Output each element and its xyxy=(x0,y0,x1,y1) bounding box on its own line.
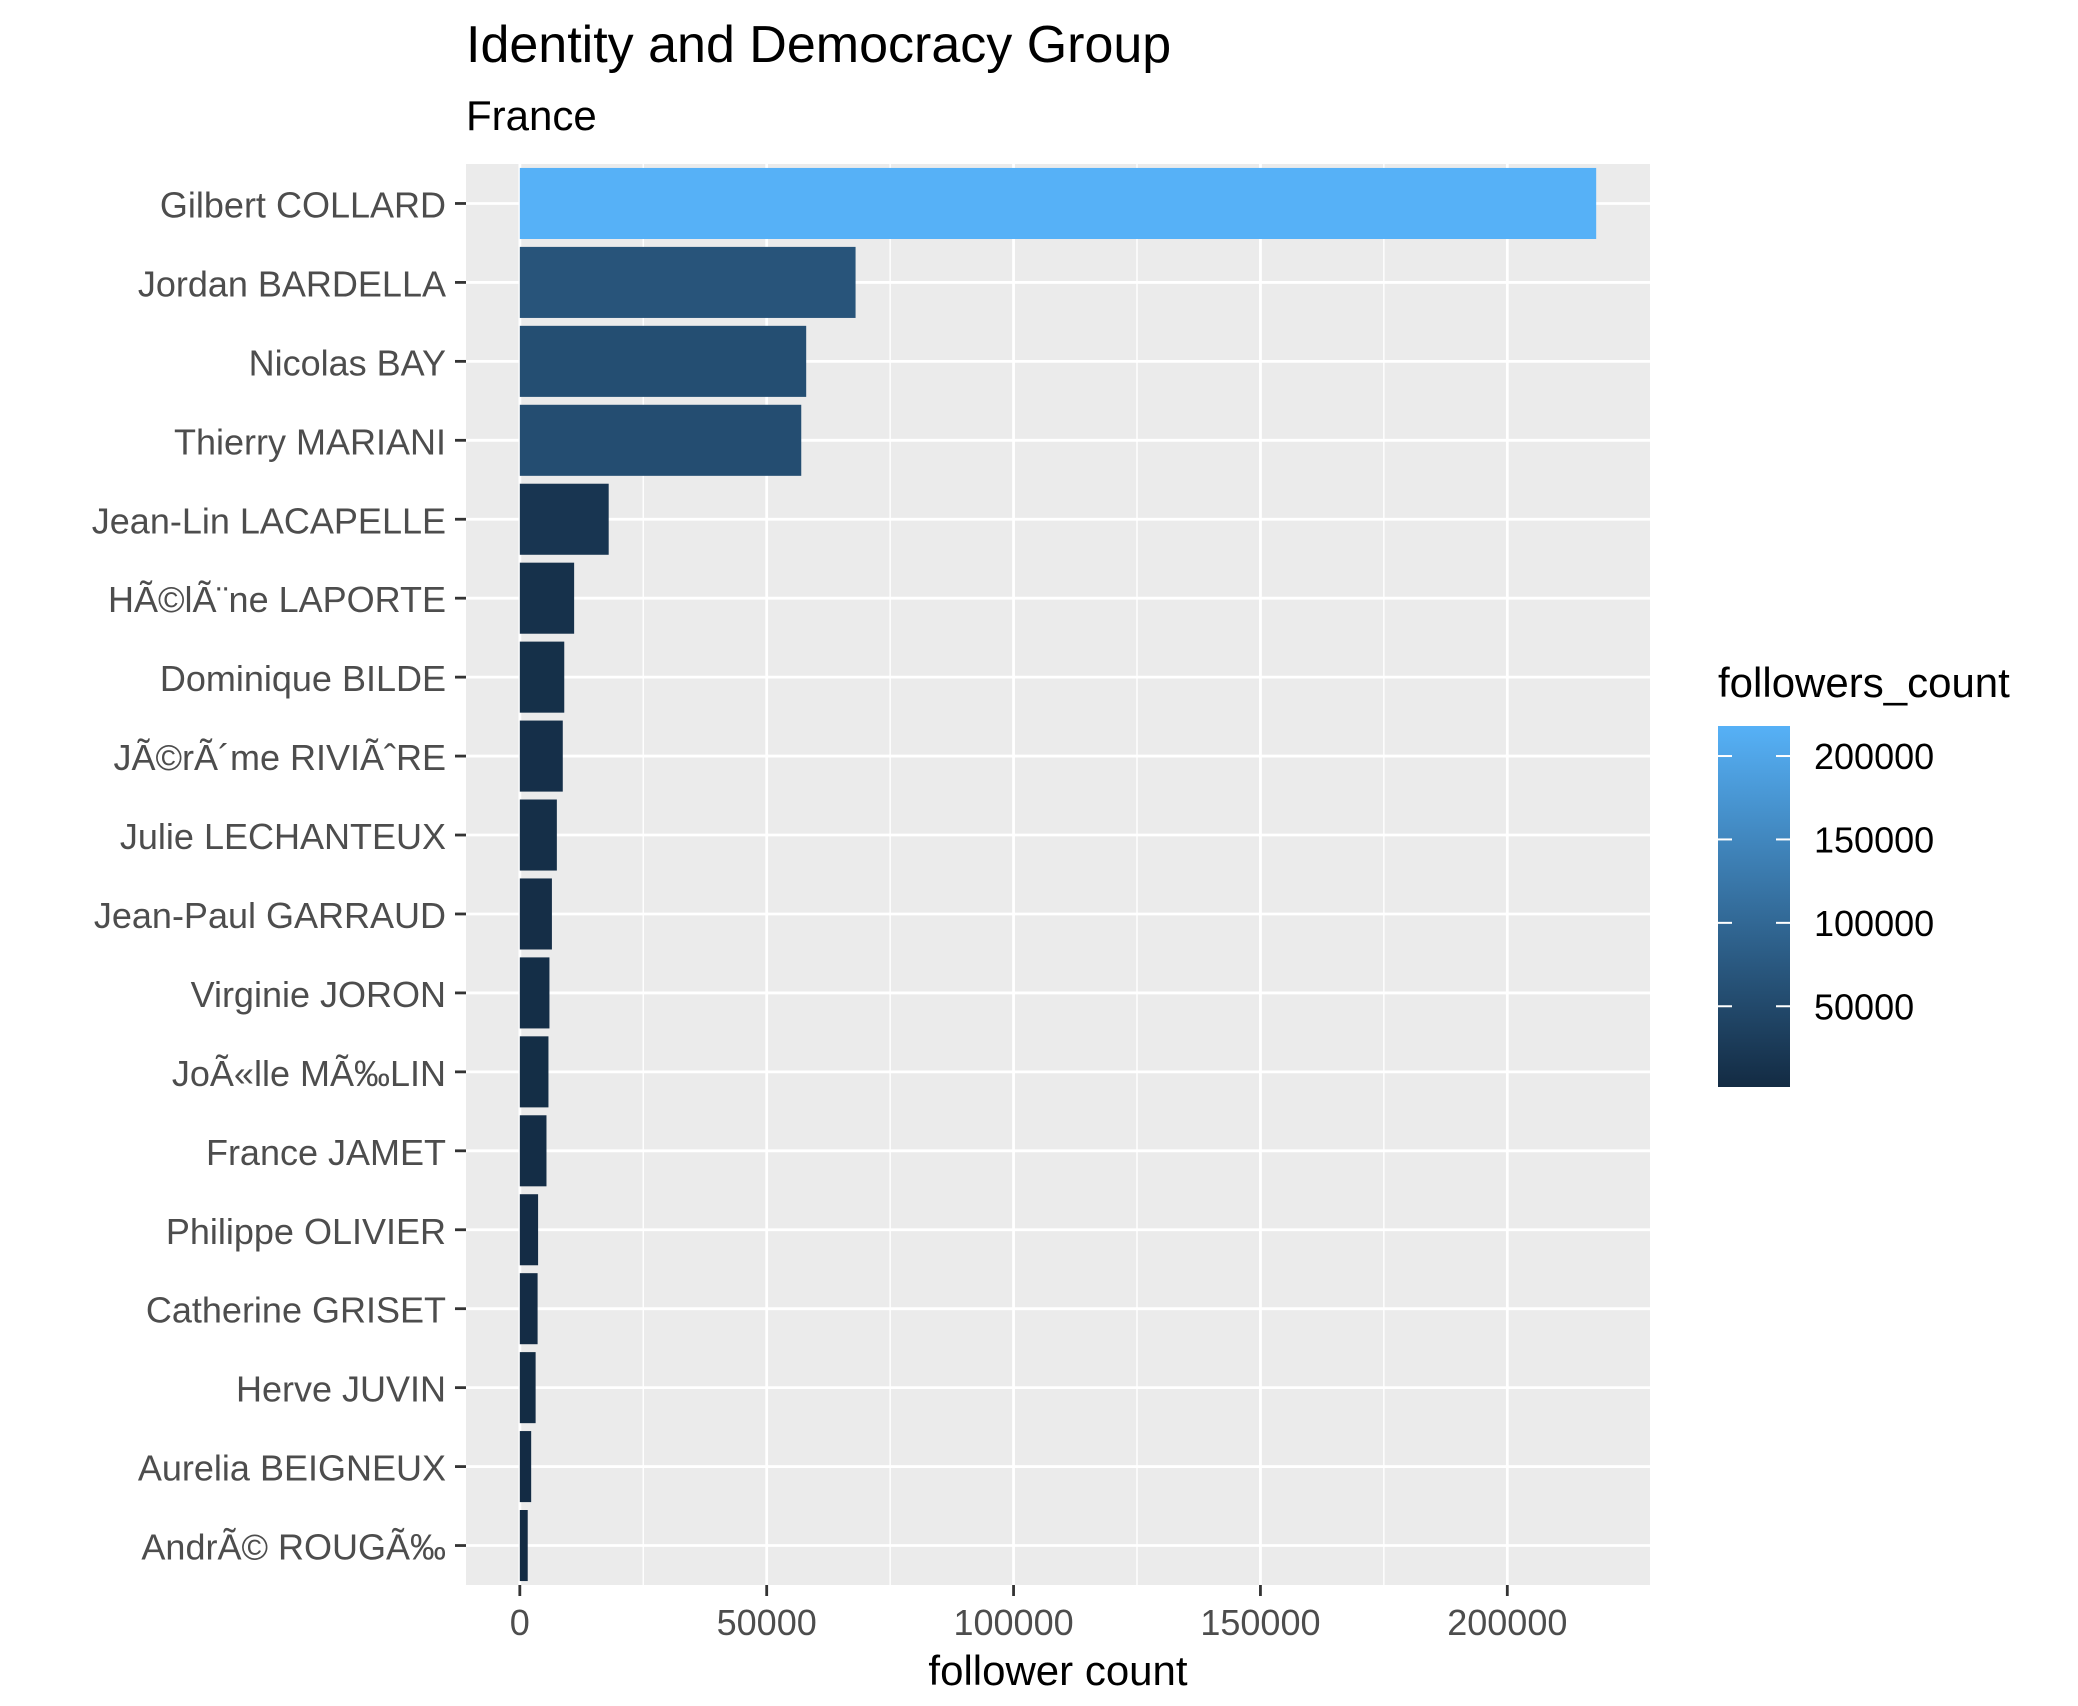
bar xyxy=(519,799,557,871)
bars xyxy=(519,167,1597,1582)
y-tick-label: Jean-Paul GARRAUD xyxy=(94,895,446,936)
legend: followers_count 200000 150000 100000 50000 xyxy=(1718,659,2010,1087)
x-tick-label: 50000 xyxy=(717,1602,817,1643)
bar xyxy=(519,1510,528,1582)
grid-minor xyxy=(642,164,1385,1585)
legend-tick-label: 200000 xyxy=(1814,736,1934,777)
y-tick-label: Herve JUVIN xyxy=(236,1369,446,1410)
bar xyxy=(519,1431,532,1503)
bar xyxy=(519,1352,536,1424)
bar xyxy=(519,1036,549,1108)
y-tick-label: Julie LECHANTEUX xyxy=(120,816,446,857)
x-axis-title: follower count xyxy=(928,1647,1187,1694)
y-tick-label: Jean-Lin LACAPELLE xyxy=(92,500,446,541)
bar xyxy=(519,957,550,1029)
bar xyxy=(519,167,1597,239)
y-tick-label: Gilbert COLLARD xyxy=(160,184,446,225)
y-tick-label: HÃ©lÃ¨ne LAPORTE xyxy=(108,579,446,620)
bar xyxy=(519,246,856,318)
bar xyxy=(519,641,565,713)
x-tick-label: 200000 xyxy=(1447,1602,1567,1643)
y-tick-label: JÃ©rÃ´me RIVIÃˆRE xyxy=(113,737,446,778)
legend-tick-label: 100000 xyxy=(1814,903,1934,944)
bar xyxy=(519,483,609,555)
bar xyxy=(519,720,563,792)
x-tick-label: 150000 xyxy=(1200,1602,1320,1643)
y-tick-label: AndrÃ© ROUGÃ‰ xyxy=(141,1527,446,1568)
y-tick-label: Aurelia BEIGNEUX xyxy=(138,1448,446,1489)
legend-colorbar xyxy=(1718,726,1790,1087)
chart-title: Identity and Democracy Group xyxy=(466,16,1171,74)
bar xyxy=(519,1273,538,1345)
x-tick-label: 100000 xyxy=(953,1602,1073,1643)
bar xyxy=(519,404,802,476)
bar xyxy=(519,325,807,397)
bar xyxy=(519,1115,547,1187)
chart-subtitle: France xyxy=(466,92,597,139)
y-axis: Gilbert COLLARD Jordan BARDELLA Nicolas BA… xyxy=(92,184,466,1568)
bar xyxy=(519,878,552,950)
y-tick-label: Thierry MARIANI xyxy=(174,421,446,462)
y-tick-label: Dominique BILDE xyxy=(160,658,446,699)
bar xyxy=(519,562,575,634)
plot-panel xyxy=(466,164,1650,1585)
legend-tick-label: 150000 xyxy=(1814,819,1934,860)
y-tick-label: Jordan BARDELLA xyxy=(138,263,446,304)
bar xyxy=(519,1194,539,1266)
x-axis: 0 50000 100000 150000 200000 xyxy=(510,1585,1567,1643)
y-tick-label: Nicolas BAY xyxy=(249,342,446,383)
legend-tick-label: 50000 xyxy=(1814,986,1914,1027)
y-tick-label: France JAMET xyxy=(206,1132,446,1173)
x-tick-label: 0 xyxy=(510,1602,530,1643)
y-tick-label: Virginie JORON xyxy=(191,974,446,1015)
y-tick-label: Catherine GRISET xyxy=(146,1290,446,1331)
legend-ticks: 200000 150000 100000 50000 xyxy=(1718,736,1934,1027)
y-tick-label: Philippe OLIVIER xyxy=(166,1211,446,1252)
y-tick-label: JoÃ«lle MÃ‰LIN xyxy=(172,1053,446,1094)
legend-title: followers_count xyxy=(1718,659,2010,706)
